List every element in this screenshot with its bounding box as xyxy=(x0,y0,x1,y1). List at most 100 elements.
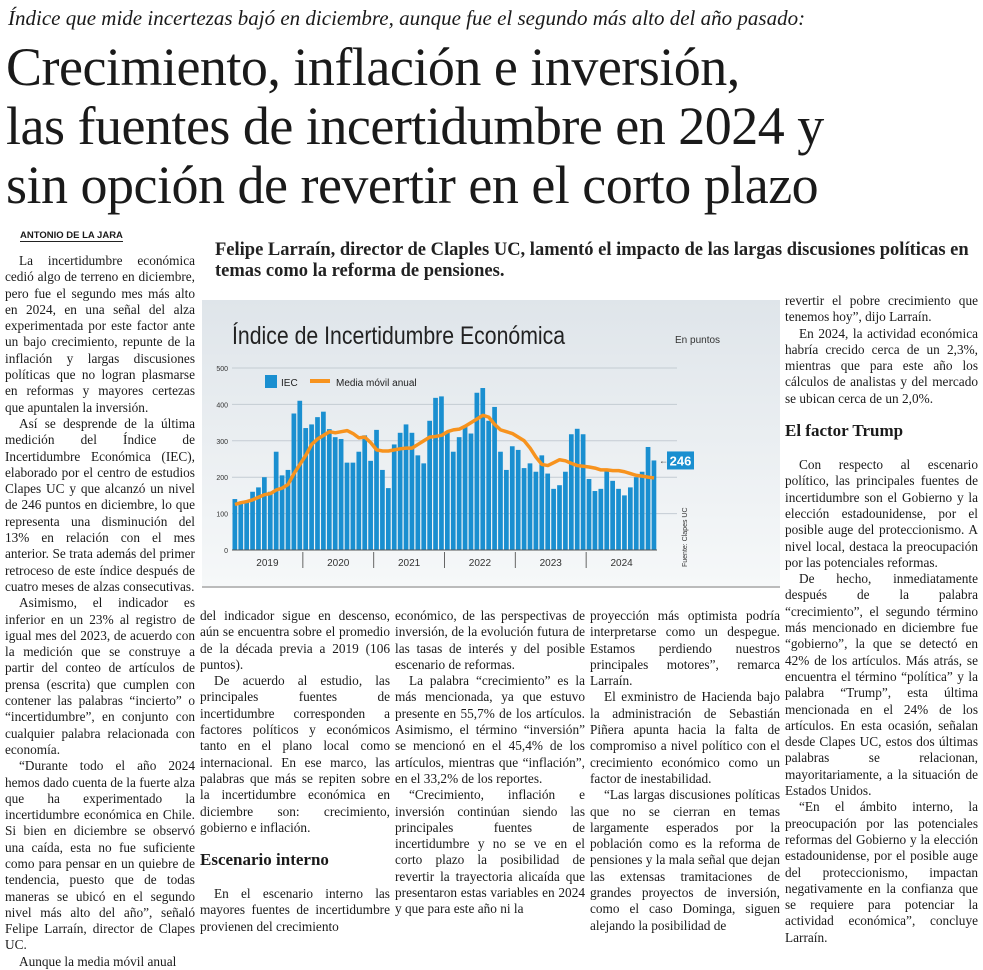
bar xyxy=(492,406,497,550)
bar xyxy=(344,462,350,550)
x-tick-label: 2020 xyxy=(327,558,350,569)
bar xyxy=(309,424,314,550)
bar xyxy=(639,471,645,550)
subheading: El factor Trump xyxy=(785,421,904,441)
paragraph: En el escenario interno las mayores fuen… xyxy=(200,886,390,934)
bar xyxy=(415,455,421,550)
bar xyxy=(633,477,639,550)
paragraph: De hecho, inmediatamente después de la p… xyxy=(785,571,978,799)
chart-unit: En puntos xyxy=(675,335,721,346)
bar xyxy=(580,434,586,550)
x-tick-label: 2022 xyxy=(469,558,492,569)
bar xyxy=(232,499,238,550)
bar xyxy=(303,428,309,550)
x-tick-label: 2019 xyxy=(256,558,279,569)
bar xyxy=(439,396,444,550)
paragraph: “Durante todo el año 2024 hemos dado cue… xyxy=(5,758,195,953)
bar xyxy=(498,451,503,550)
paragraph: De acuerdo al estudio, las principales f… xyxy=(200,673,390,835)
column-5: revertir el pobre crecimiento que tenemo… xyxy=(785,293,978,946)
bar xyxy=(545,473,551,550)
bar xyxy=(486,420,492,550)
bar xyxy=(521,468,527,550)
paragraph: La incertidumbre económica cedió algo de… xyxy=(5,253,195,415)
paragraph: La palabra “crecimiento” es la más menci… xyxy=(395,673,585,786)
byline: ANTONIO DE LA JARA xyxy=(20,230,123,242)
bar xyxy=(563,471,568,550)
paragraph: El exministro de Hacienda bajo la admini… xyxy=(590,689,780,786)
chart-plot: 0 100 200 300 400 500 2019 2020 2021 2022 2023 2024… xyxy=(216,366,694,569)
bar xyxy=(391,444,397,550)
bar xyxy=(374,429,379,550)
subheading: Escenario interno xyxy=(200,850,329,870)
bar xyxy=(326,429,332,550)
bar xyxy=(397,432,403,550)
bar xyxy=(527,463,533,550)
y-tick-label: 300 xyxy=(216,439,228,446)
bar xyxy=(616,488,621,550)
arrow-icon: ← xyxy=(659,455,668,465)
bar xyxy=(273,451,279,550)
bar xyxy=(338,438,344,550)
bar xyxy=(403,424,409,550)
bar xyxy=(321,411,326,550)
bar xyxy=(509,446,515,550)
bar xyxy=(450,451,456,550)
bar xyxy=(350,462,356,550)
bar xyxy=(645,446,651,550)
deck: Felipe Larraín, director de Claples UC, … xyxy=(215,240,969,281)
last-value-badge xyxy=(667,451,694,470)
bar xyxy=(256,487,261,550)
bar xyxy=(380,469,385,550)
kicker: Índice que mide incertezas bajó en dicie… xyxy=(8,6,806,30)
chart-source: Fuente: Clapes UC xyxy=(682,507,689,567)
headline-line: sin opción de revertir en el corto plazo xyxy=(6,155,819,215)
bar xyxy=(356,451,362,550)
bar xyxy=(586,479,592,550)
bar xyxy=(533,471,539,550)
y-tick-label: 200 xyxy=(216,475,228,482)
headline: Crecimiento, inflación e inversión, las … xyxy=(6,38,981,215)
bar xyxy=(592,491,598,550)
bar xyxy=(409,432,415,550)
bar xyxy=(244,500,250,550)
last-value-label: 246 xyxy=(670,453,692,468)
bar xyxy=(433,397,438,550)
bar xyxy=(385,488,391,550)
y-tick-label: 500 xyxy=(216,366,228,373)
bar xyxy=(539,455,545,550)
bar xyxy=(462,426,468,550)
paragraph: Asimismo, el indicador es inferior en un… xyxy=(5,595,195,757)
paragraph: del indicador sigue en descenso, aún se … xyxy=(200,608,390,672)
y-tick-label: 100 xyxy=(216,512,228,519)
bar xyxy=(250,491,255,550)
moving-average-line xyxy=(234,413,655,507)
bar xyxy=(568,434,574,550)
bar xyxy=(332,437,338,550)
bar xyxy=(267,491,273,550)
bar xyxy=(480,388,486,550)
y-tick-label: 0 xyxy=(224,548,228,555)
bar xyxy=(468,433,474,550)
paragraph: En 2024, la actividad económica habría c… xyxy=(785,325,978,406)
legend-label: IEC xyxy=(281,378,298,389)
bar xyxy=(610,480,615,550)
paragraph: Así se desprende de la última medición d… xyxy=(5,415,195,594)
paragraph: “En el ámbito interno, la preocupación p… xyxy=(785,799,978,945)
paragraph: proyección más optimista podría interpre… xyxy=(590,608,780,689)
paragraph: “Las largas discusiones políticas que no… xyxy=(590,787,780,933)
legend-swatch-iec xyxy=(265,375,277,388)
bar xyxy=(315,417,320,550)
bar xyxy=(421,463,427,550)
column-4: proyección más optimista podría interpre… xyxy=(590,608,780,934)
paragraph: Aunque la media móvil anual xyxy=(19,953,177,969)
bar xyxy=(557,485,562,550)
bar xyxy=(362,435,368,550)
bar xyxy=(598,488,604,550)
column-1: La incertidumbre económica cedió algo de… xyxy=(5,253,195,970)
bar xyxy=(262,477,267,550)
paragraph: económico, de las perspectivas de invers… xyxy=(395,608,585,672)
y-tick-label: 400 xyxy=(216,402,228,409)
bar xyxy=(627,487,633,550)
bar xyxy=(551,488,556,550)
